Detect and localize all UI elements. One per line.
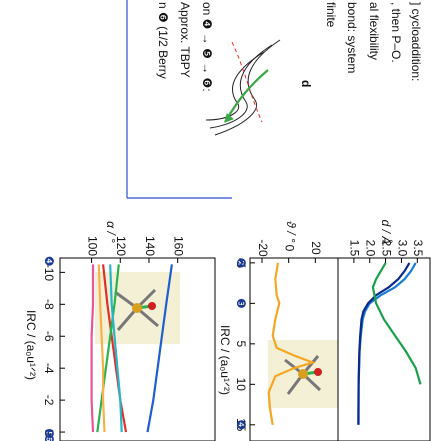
y-axis-title: ϑ / ° xyxy=(284,221,298,243)
series-line xyxy=(109,264,123,433)
annotation: ❻ xyxy=(42,434,56,441)
x-axis-title: IRC / (a₀u¹ᐟ²) xyxy=(218,325,232,395)
annotation: ❹ xyxy=(234,419,248,430)
x-tick-label: 0 xyxy=(234,300,248,307)
series-line xyxy=(371,262,422,385)
y-tick-label: 140 xyxy=(143,236,157,256)
molecule xyxy=(114,288,159,331)
y-tick-label: 0 xyxy=(282,245,296,252)
y-tick-label: 3.5 xyxy=(411,240,425,257)
series-line xyxy=(146,264,173,433)
series-line xyxy=(90,264,95,433)
x-tick-label: -5 xyxy=(234,258,248,269)
y-tick-label: 100 xyxy=(85,236,99,256)
y-tick-label: 2.5 xyxy=(379,240,393,257)
annotation: ❹ xyxy=(42,256,56,267)
series-line xyxy=(267,262,317,425)
series-line xyxy=(96,264,120,433)
x-tick-label: 10 xyxy=(234,378,248,392)
y-tick-label: 20 xyxy=(309,241,323,255)
paragraph-line: bond: system xyxy=(345,2,359,73)
x-tick-label: -8 xyxy=(42,299,56,310)
paragraph-line: ] cycloaddition: xyxy=(409,2,423,81)
x-tick-label: -6 xyxy=(42,331,56,342)
x-tick-label: -2 xyxy=(42,395,56,406)
x-tick-label: 15 xyxy=(234,418,248,432)
y-tick-label: 1.5 xyxy=(348,240,362,257)
paragraph-line: on ❹ → ❺ → ❻: xyxy=(200,2,214,92)
sketch xyxy=(205,39,281,136)
x-tick-label: 5 xyxy=(234,340,248,347)
plot-frame xyxy=(337,257,431,441)
x-tick-label: -4 xyxy=(42,363,56,374)
paragraph-line: al flexibility xyxy=(367,2,381,60)
y-tick-label: 3.0 xyxy=(395,240,409,257)
series-line xyxy=(357,262,411,425)
annotation: ❸ xyxy=(234,298,248,309)
y-tick-label: 120 xyxy=(114,236,128,256)
x-axis-title: IRC / (a₀u¹ᐟ²) xyxy=(24,310,38,380)
paragraph-line: n ❻ (1/2 Berry xyxy=(156,2,170,79)
series-line xyxy=(97,264,106,433)
annotation: ❷ xyxy=(234,257,248,268)
paragraph-line: Approx. TBPY xyxy=(178,2,192,78)
molecule xyxy=(284,355,322,395)
annotation: ❺ xyxy=(42,428,56,439)
paragraph-line: finite xyxy=(324,2,338,28)
y-axis-title: α / ° xyxy=(104,221,118,243)
y-tick-label: 160 xyxy=(172,236,186,256)
y-axis-title: d / Å xyxy=(379,220,394,245)
y-tick-label: 2.0 xyxy=(364,240,378,257)
plot-frame xyxy=(249,257,339,441)
bold-letter: d xyxy=(299,80,313,87)
x-tick-label: -10 xyxy=(42,264,56,282)
y-tick-label: -20 xyxy=(256,239,270,257)
x-tick-label: 0 xyxy=(42,429,56,436)
paragraph-line: , then P–O. xyxy=(389,2,403,63)
plot-frame xyxy=(59,257,216,441)
